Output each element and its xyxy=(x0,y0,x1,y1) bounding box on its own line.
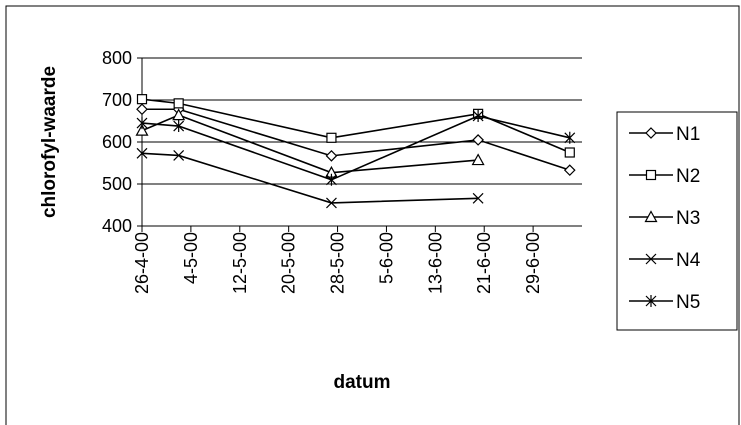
x-tick-label: 5-6-00 xyxy=(376,232,396,284)
data-point-N3 xyxy=(135,123,149,136)
legend-label: N5 xyxy=(676,292,700,313)
data-point-N3 xyxy=(471,153,485,166)
legend-item-N4: N4 xyxy=(629,250,701,271)
data-point-N2 xyxy=(173,98,184,109)
x-axis-title: datum xyxy=(334,372,391,393)
x-tick-label: 26-4-00 xyxy=(132,232,152,294)
series-group xyxy=(135,94,576,209)
legend-label: N1 xyxy=(676,124,700,145)
x-tick-label: 4-5-00 xyxy=(181,232,201,284)
legend-marker-N4 xyxy=(645,253,657,265)
data-point-N5 xyxy=(472,109,484,122)
y-axis-title: chlorofyl-waarde xyxy=(39,66,60,218)
data-point-N1 xyxy=(563,164,576,176)
legend-marker-N2 xyxy=(645,169,657,181)
series-N3 xyxy=(135,108,485,178)
legend-label: N3 xyxy=(676,208,700,229)
x-tick-label: 21-6-00 xyxy=(474,232,494,294)
legend-item-N5: N5 xyxy=(629,292,700,313)
legend-item-N3: N3 xyxy=(629,208,700,229)
data-point-N1 xyxy=(472,134,484,146)
data-point-N3 xyxy=(172,108,186,121)
data-point-N4 xyxy=(173,150,185,161)
legend-label: N2 xyxy=(676,166,700,187)
series-N1 xyxy=(136,103,576,176)
legend-label: N4 xyxy=(676,250,701,271)
data-point-N2 xyxy=(564,147,575,158)
gridlines xyxy=(142,57,582,185)
legend-item-N1: N1 xyxy=(629,124,700,145)
series-line-N3 xyxy=(141,114,479,174)
legend-item-N2: N2 xyxy=(629,166,700,187)
x-tick-label: 28-5-00 xyxy=(328,232,348,294)
data-point-N1 xyxy=(136,103,148,116)
x-tick-label: 12-5-00 xyxy=(230,232,250,294)
legend-marker-N5 xyxy=(645,295,657,307)
legend-marker-N1 xyxy=(645,127,657,139)
data-point-N2 xyxy=(326,132,337,143)
data-point-N4 xyxy=(136,147,148,159)
axes: 400 500 600 700 800 26-4-00 4-5-00 12-5-00 20-5-… xyxy=(102,48,582,294)
data-point-N5 xyxy=(173,120,185,133)
data-point-N5 xyxy=(136,117,148,130)
series-N5 xyxy=(136,109,576,186)
data-point-N4 xyxy=(472,192,484,204)
x-tick-label: 13-6-00 xyxy=(425,232,445,294)
x-tick-label: 20-5-00 xyxy=(279,232,299,294)
data-point-N5 xyxy=(326,173,337,186)
series-N4 xyxy=(136,147,484,209)
y-tick-label: 800 xyxy=(102,48,132,68)
x-tick-label: 29-6-00 xyxy=(523,232,543,294)
series-line-N4 xyxy=(141,152,479,204)
data-point-N5 xyxy=(564,131,576,144)
y-tick-label: 500 xyxy=(102,174,132,194)
data-point-N4 xyxy=(326,197,337,209)
legend-box xyxy=(616,111,738,331)
y-tick-label: 700 xyxy=(102,90,132,110)
y-tick-label: 400 xyxy=(102,216,132,236)
y-tick-label: 600 xyxy=(102,132,132,152)
legend-marker-N3 xyxy=(644,210,658,223)
legend: N1 N2 N3 N4 N5 xyxy=(616,111,738,331)
data-point-N1 xyxy=(325,150,338,162)
data-point-N2 xyxy=(136,94,148,105)
